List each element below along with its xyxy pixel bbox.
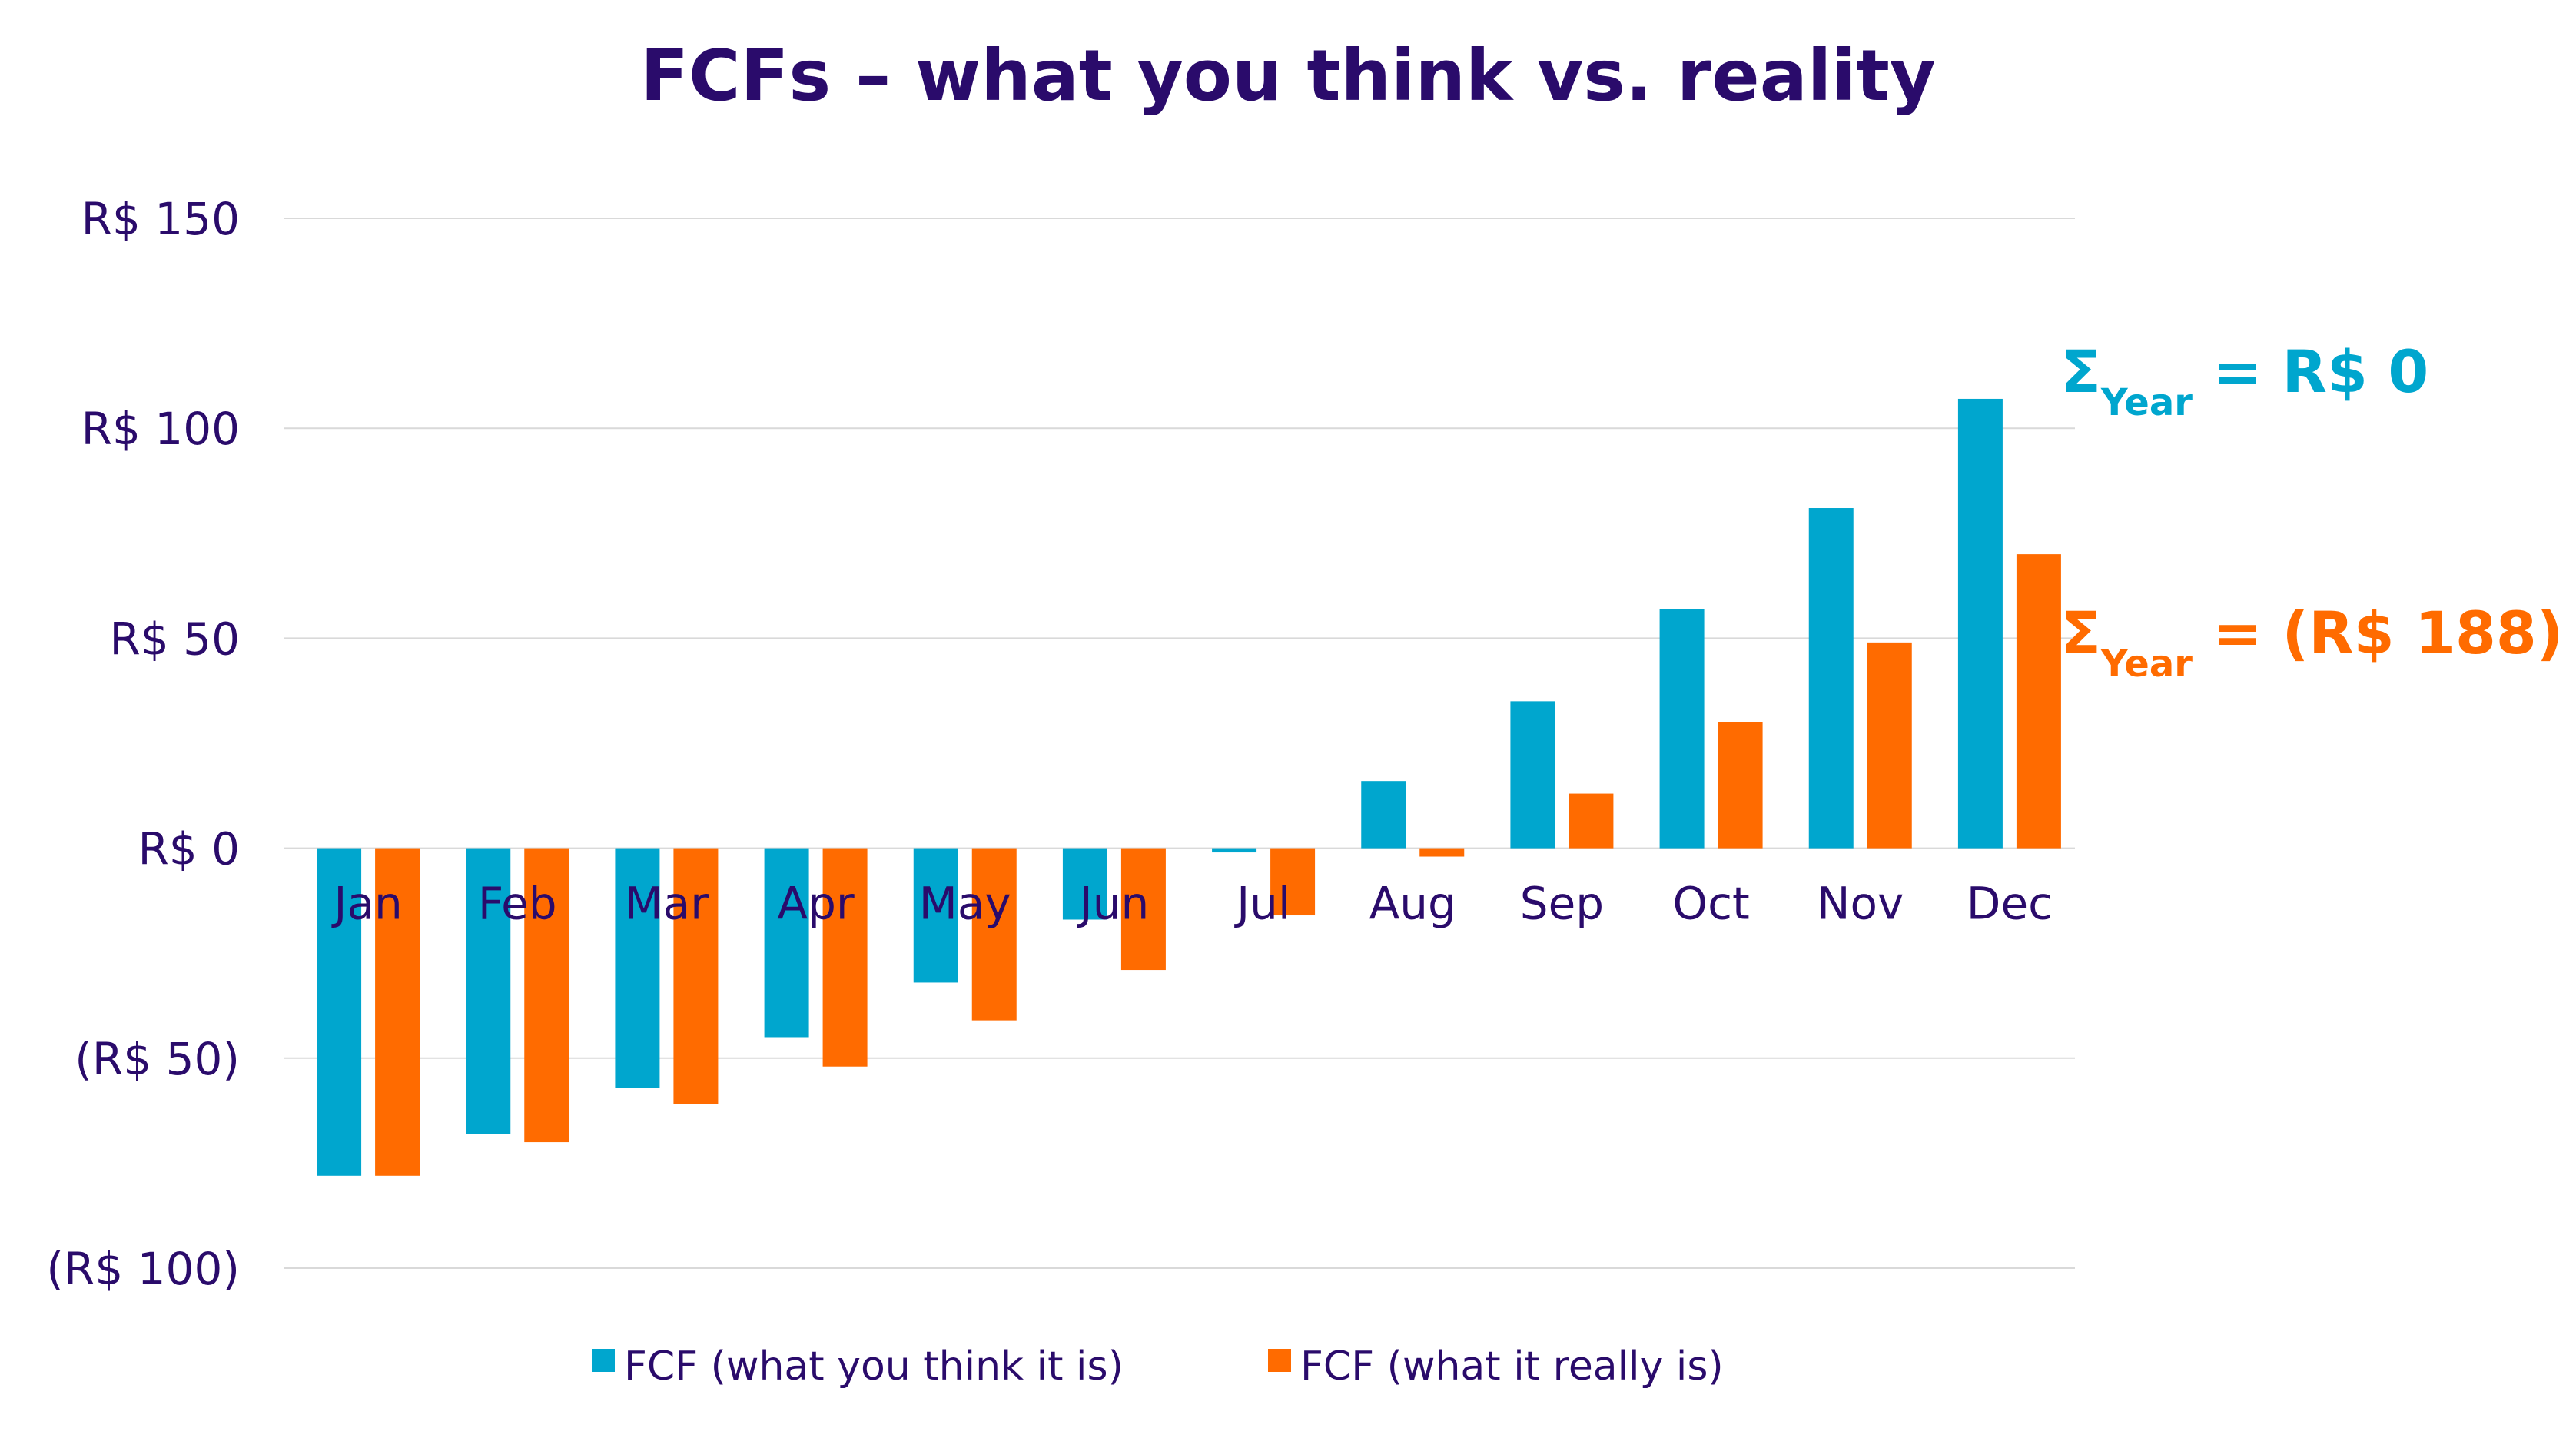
bar-0-jul bbox=[1212, 848, 1257, 853]
y-tick-label: R$ 150 bbox=[81, 193, 240, 245]
x-tick-label: Dec bbox=[1967, 878, 2053, 930]
sum-annotation: ΣYear = (R$ 188) bbox=[2061, 599, 2563, 686]
bar-1-mar bbox=[673, 848, 719, 1104]
x-tick-label: Sep bbox=[1520, 878, 1604, 930]
y-tick-label: R$ 50 bbox=[110, 613, 240, 665]
y-axis-ticks: R$ 150 R$ 100 R$ 50 R$ 0 (R$ 50) (R$ 100) bbox=[46, 193, 240, 1295]
bar-1-dec bbox=[2016, 554, 2061, 849]
chart-title: FCFs – what you think vs. reality bbox=[640, 35, 1936, 117]
bar-0-jun bbox=[1062, 848, 1107, 920]
bar-0-may bbox=[913, 848, 958, 983]
legend-swatch bbox=[1268, 1349, 1291, 1372]
x-axis-labels: Jan Feb Mar Apr May Jun Jul Aug Sep Oct Nov Dec bbox=[331, 878, 2053, 930]
sum-annotation: ΣYear = R$ 0 bbox=[2061, 337, 2428, 424]
bar-1-jul bbox=[1270, 848, 1316, 916]
y-tick-label: R$ 0 bbox=[138, 823, 240, 875]
bar-1-aug bbox=[1419, 848, 1465, 857]
legend: FCF (what you think it is) FCF (what it r… bbox=[592, 1343, 1724, 1390]
legend-label: FCF (what it really is) bbox=[1300, 1343, 1724, 1390]
bar-0-sep bbox=[1510, 701, 1555, 849]
bar-1-may bbox=[971, 848, 1017, 1021]
y-tick-label: R$ 100 bbox=[81, 403, 240, 455]
bars bbox=[317, 398, 2061, 1176]
x-tick-label: Nov bbox=[1817, 878, 1904, 930]
bar-1-feb bbox=[524, 848, 569, 1143]
bar-1-sep bbox=[1569, 793, 1614, 849]
bar-0-dec bbox=[1957, 398, 2003, 849]
x-tick-label: Aug bbox=[1369, 878, 1456, 930]
bar-1-oct bbox=[1718, 722, 1763, 849]
y-tick-label: (R$ 50) bbox=[75, 1033, 240, 1085]
x-tick-label: Mar bbox=[625, 878, 709, 930]
bar-1-jan bbox=[375, 848, 420, 1176]
x-tick-label: Apr bbox=[777, 878, 854, 930]
bar-0-feb bbox=[466, 848, 511, 1134]
bar-1-nov bbox=[1867, 642, 1912, 849]
bar-1-jun bbox=[1120, 848, 1166, 971]
legend-label: FCF (what you think it is) bbox=[624, 1343, 1124, 1390]
annotations: ΣYear = R$ 0 ΣYear = (R$ 188) bbox=[2061, 337, 2563, 686]
x-tick-label: Feb bbox=[478, 878, 557, 930]
x-tick-label: May bbox=[919, 878, 1011, 930]
x-tick-label: Jun bbox=[1077, 878, 1150, 930]
y-tick-label: (R$ 100) bbox=[46, 1243, 240, 1295]
x-tick-label: Jan bbox=[331, 878, 402, 930]
bar-0-apr bbox=[764, 848, 809, 1038]
gridlines bbox=[284, 218, 2075, 1269]
bar-0-aug bbox=[1361, 781, 1406, 849]
x-tick-label: Jul bbox=[1234, 878, 1290, 930]
x-tick-label: Oct bbox=[1672, 878, 1749, 930]
bar-0-jan bbox=[317, 848, 362, 1176]
bar-1-apr bbox=[822, 848, 868, 1067]
legend-swatch bbox=[592, 1349, 615, 1372]
bar-0-mar bbox=[615, 848, 660, 1088]
bar-0-nov bbox=[1808, 508, 1854, 849]
bar-0-oct bbox=[1659, 609, 1705, 849]
